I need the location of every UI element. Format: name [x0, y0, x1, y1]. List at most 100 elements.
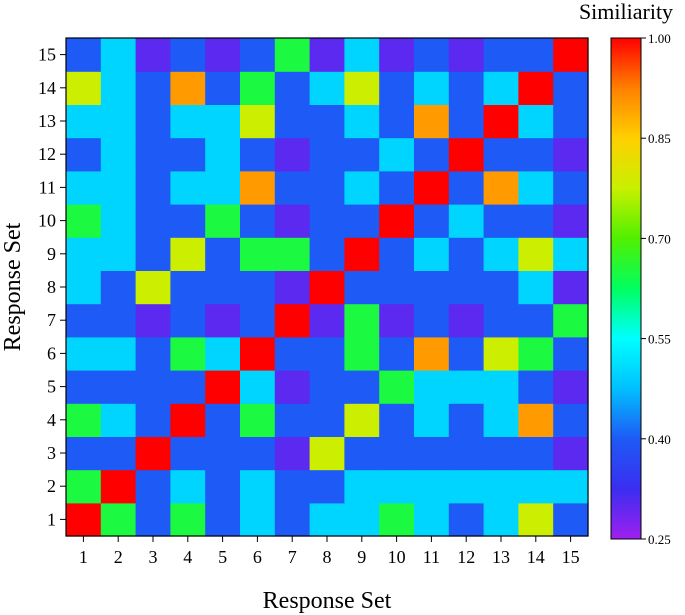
heatmap-cell: [553, 237, 589, 271]
heatmap-cell: [448, 204, 485, 238]
heatmap-cell: [344, 403, 380, 437]
heatmap-cell: [240, 204, 276, 238]
colorbar-ticks: 0.25 0.40 0.55 0.70 0.85 1.00: [641, 31, 671, 547]
heatmap-cell: [414, 38, 450, 72]
heatmap-cell: [135, 204, 171, 238]
heatmap-cell: [170, 137, 206, 172]
heatmap-cell: [483, 303, 519, 338]
heatmap-cell: [135, 303, 171, 338]
heatmap-cell: [344, 104, 380, 139]
heatmap-cell: [518, 336, 554, 371]
heatmap-cell: [483, 436, 519, 471]
heatmap-cell: [448, 104, 485, 139]
heatmap-cell: [553, 403, 589, 437]
heatmap-cell: [309, 137, 345, 172]
heatmap-cell: [344, 170, 380, 205]
heatmap-cell: [100, 336, 137, 371]
heatmap-cell: [553, 303, 589, 338]
heatmap-cell: [414, 502, 450, 537]
colorbar-tick-label: 0.55: [648, 332, 671, 347]
y-tick-label: 6: [47, 343, 56, 363]
heatmap-cell: [135, 270, 171, 305]
heatmap-cell: [414, 204, 450, 238]
heatmap-cell: [100, 137, 137, 172]
heatmap-cell: [448, 170, 485, 205]
heatmap-cell: [170, 370, 206, 404]
heatmap-cell: [135, 71, 171, 105]
heatmap-cell: [448, 469, 485, 504]
heatmap-cell: [414, 403, 450, 437]
heatmap-cell: [100, 170, 137, 205]
heatmap-cell: [309, 336, 345, 371]
y-tick-label: 3: [47, 443, 56, 463]
heatmap-cell: [518, 370, 554, 404]
heatmap-cell: [483, 270, 519, 305]
heatmap-cell: [274, 204, 311, 238]
heatmap-cell: [553, 502, 589, 537]
heatmap-cell: [379, 270, 415, 305]
heatmap-cell: [274, 38, 311, 72]
y-tick-label: 1: [47, 509, 56, 529]
heatmap-cell: [414, 71, 450, 105]
x-tick-label: 10: [388, 547, 406, 567]
heatmap-cell: [240, 303, 276, 338]
heatmap-cell: [483, 137, 519, 172]
heatmap-cell: [274, 104, 311, 139]
y-tick-label: 4: [47, 410, 56, 430]
heatmap-cell: [135, 336, 171, 371]
heatmap-cell: [483, 403, 519, 437]
heatmap-cell: [448, 370, 485, 404]
heatmap-cell: [309, 370, 345, 404]
heatmap-cell: [170, 436, 206, 471]
heatmap-cell: [344, 237, 380, 271]
heatmap-cell: [448, 303, 485, 338]
heatmap-cell: [344, 270, 380, 305]
x-tick-label: 3: [149, 547, 158, 567]
heatmap-cell: [518, 403, 554, 437]
heatmap-cell: [309, 436, 345, 471]
heatmap-cell: [274, 403, 311, 437]
heatmap-cell: [135, 403, 171, 437]
heatmap-cell: [240, 137, 276, 172]
heatmap-cell: [414, 170, 450, 205]
heatmap-cell: [379, 303, 415, 338]
heatmap-cell: [170, 303, 206, 338]
heatmap-cell: [205, 38, 241, 72]
heatmap-cell: [483, 370, 519, 404]
heatmap-cell: [379, 403, 415, 437]
heatmap-cell: [100, 370, 137, 404]
colorbar-tick-label: 0.85: [648, 131, 671, 146]
heatmap-cell: [518, 502, 554, 537]
heatmap-cell: [240, 336, 276, 371]
heatmap-cell: [379, 137, 415, 172]
y-tick-label: 5: [47, 377, 56, 397]
heatmap-cells: [66, 38, 589, 537]
y-tick-label: 14: [38, 78, 56, 98]
heatmap-cell: [205, 436, 241, 471]
heatmap-cell: [448, 436, 485, 471]
heatmap-cell: [100, 403, 137, 437]
heatmap-cell: [274, 502, 311, 537]
heatmap-cell: [240, 237, 276, 271]
heatmap-cell: [100, 436, 137, 471]
heatmap-cell: [274, 270, 311, 305]
heatmap-cell: [414, 104, 450, 139]
heatmap-cell: [205, 336, 241, 371]
y-tick-label: 11: [39, 177, 56, 197]
heatmap-cell: [379, 370, 415, 404]
heatmap-cell: [135, 370, 171, 404]
heatmap-cell: [135, 38, 171, 72]
y-tick-label: 8: [47, 277, 56, 297]
heatmap-cell: [240, 71, 276, 105]
y-tick-label: 13: [38, 111, 56, 131]
heatmap-cell: [518, 104, 554, 139]
x-tick-label: 8: [323, 547, 332, 567]
heatmap-cell: [205, 204, 241, 238]
heatmap-cell: [379, 71, 415, 105]
heatmap-cell: [448, 137, 485, 172]
heatmap-cell: [309, 502, 345, 537]
heatmap-cell: [309, 104, 345, 139]
heatmap-cell: [483, 502, 519, 537]
heatmap-cell: [240, 403, 276, 437]
x-tick-label: 14: [527, 547, 545, 567]
